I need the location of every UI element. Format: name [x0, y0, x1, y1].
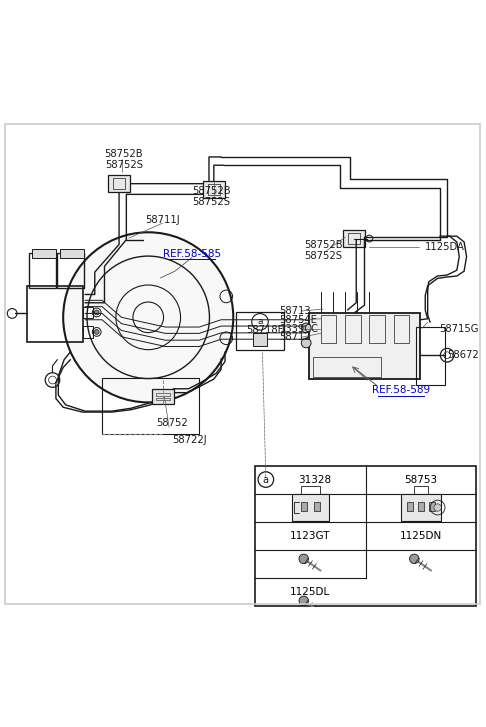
Text: 58715G: 58715G	[439, 324, 479, 334]
Bar	[83, 307, 93, 318]
Bar	[102, 378, 199, 434]
Text: 1339CC: 1339CC	[279, 324, 318, 334]
Bar	[345, 316, 361, 343]
Bar	[292, 494, 329, 521]
Text: 58752: 58752	[156, 418, 189, 427]
Bar	[348, 233, 360, 244]
Bar	[416, 327, 445, 385]
Bar	[301, 502, 307, 511]
Bar	[236, 312, 284, 350]
Text: 1125DL: 1125DL	[290, 587, 330, 597]
Text: 31328: 31328	[298, 475, 331, 485]
Text: 58713: 58713	[279, 306, 311, 316]
Text: 58752B
58752S: 58752B 58752S	[192, 185, 231, 207]
Bar	[83, 326, 93, 338]
Bar	[113, 178, 125, 188]
Bar	[429, 502, 435, 511]
Text: 58712: 58712	[279, 332, 311, 342]
Bar	[255, 465, 476, 606]
Bar	[108, 174, 130, 192]
Bar	[418, 502, 424, 511]
Circle shape	[301, 323, 311, 333]
Bar	[400, 494, 441, 521]
Circle shape	[299, 596, 309, 606]
Bar	[27, 286, 83, 342]
Bar	[369, 316, 385, 343]
Text: a: a	[263, 475, 269, 485]
Text: 58711J: 58711J	[145, 215, 180, 225]
Bar	[321, 316, 336, 343]
Bar	[203, 181, 225, 198]
Circle shape	[434, 504, 441, 511]
Bar	[156, 393, 170, 395]
Circle shape	[410, 554, 419, 563]
Circle shape	[94, 310, 99, 315]
Bar	[60, 249, 85, 258]
Bar	[29, 253, 56, 288]
Text: 1123GT: 1123GT	[290, 531, 330, 541]
Bar	[253, 333, 267, 346]
Text: 58752B
58752S: 58752B 58752S	[304, 240, 343, 261]
Bar	[414, 486, 428, 494]
Circle shape	[299, 554, 309, 563]
Bar	[343, 230, 364, 247]
Text: REF.58-585: REF.58-585	[163, 249, 221, 259]
Bar	[156, 398, 170, 401]
Bar	[208, 184, 220, 195]
Text: a: a	[257, 318, 263, 326]
Text: 1125DA: 1125DA	[425, 242, 465, 252]
Text: 58672: 58672	[447, 350, 479, 360]
Circle shape	[63, 233, 233, 402]
Bar	[309, 313, 420, 379]
Bar	[313, 502, 320, 511]
Bar	[394, 316, 409, 343]
Text: 58754E: 58754E	[279, 315, 317, 325]
Bar	[32, 249, 56, 258]
Circle shape	[94, 329, 99, 334]
Bar	[313, 357, 381, 377]
Bar	[407, 502, 413, 511]
Bar	[57, 253, 84, 288]
Text: REF.58-589: REF.58-589	[372, 385, 430, 395]
Circle shape	[301, 338, 311, 348]
Text: 58718F: 58718F	[246, 326, 283, 335]
Bar	[152, 389, 174, 403]
Text: 58753: 58753	[404, 475, 437, 485]
Text: 58722J: 58722J	[172, 435, 207, 446]
Text: 58752B
58752S: 58752B 58752S	[104, 149, 143, 170]
Text: 1125DN: 1125DN	[400, 531, 442, 541]
Bar	[301, 486, 320, 494]
